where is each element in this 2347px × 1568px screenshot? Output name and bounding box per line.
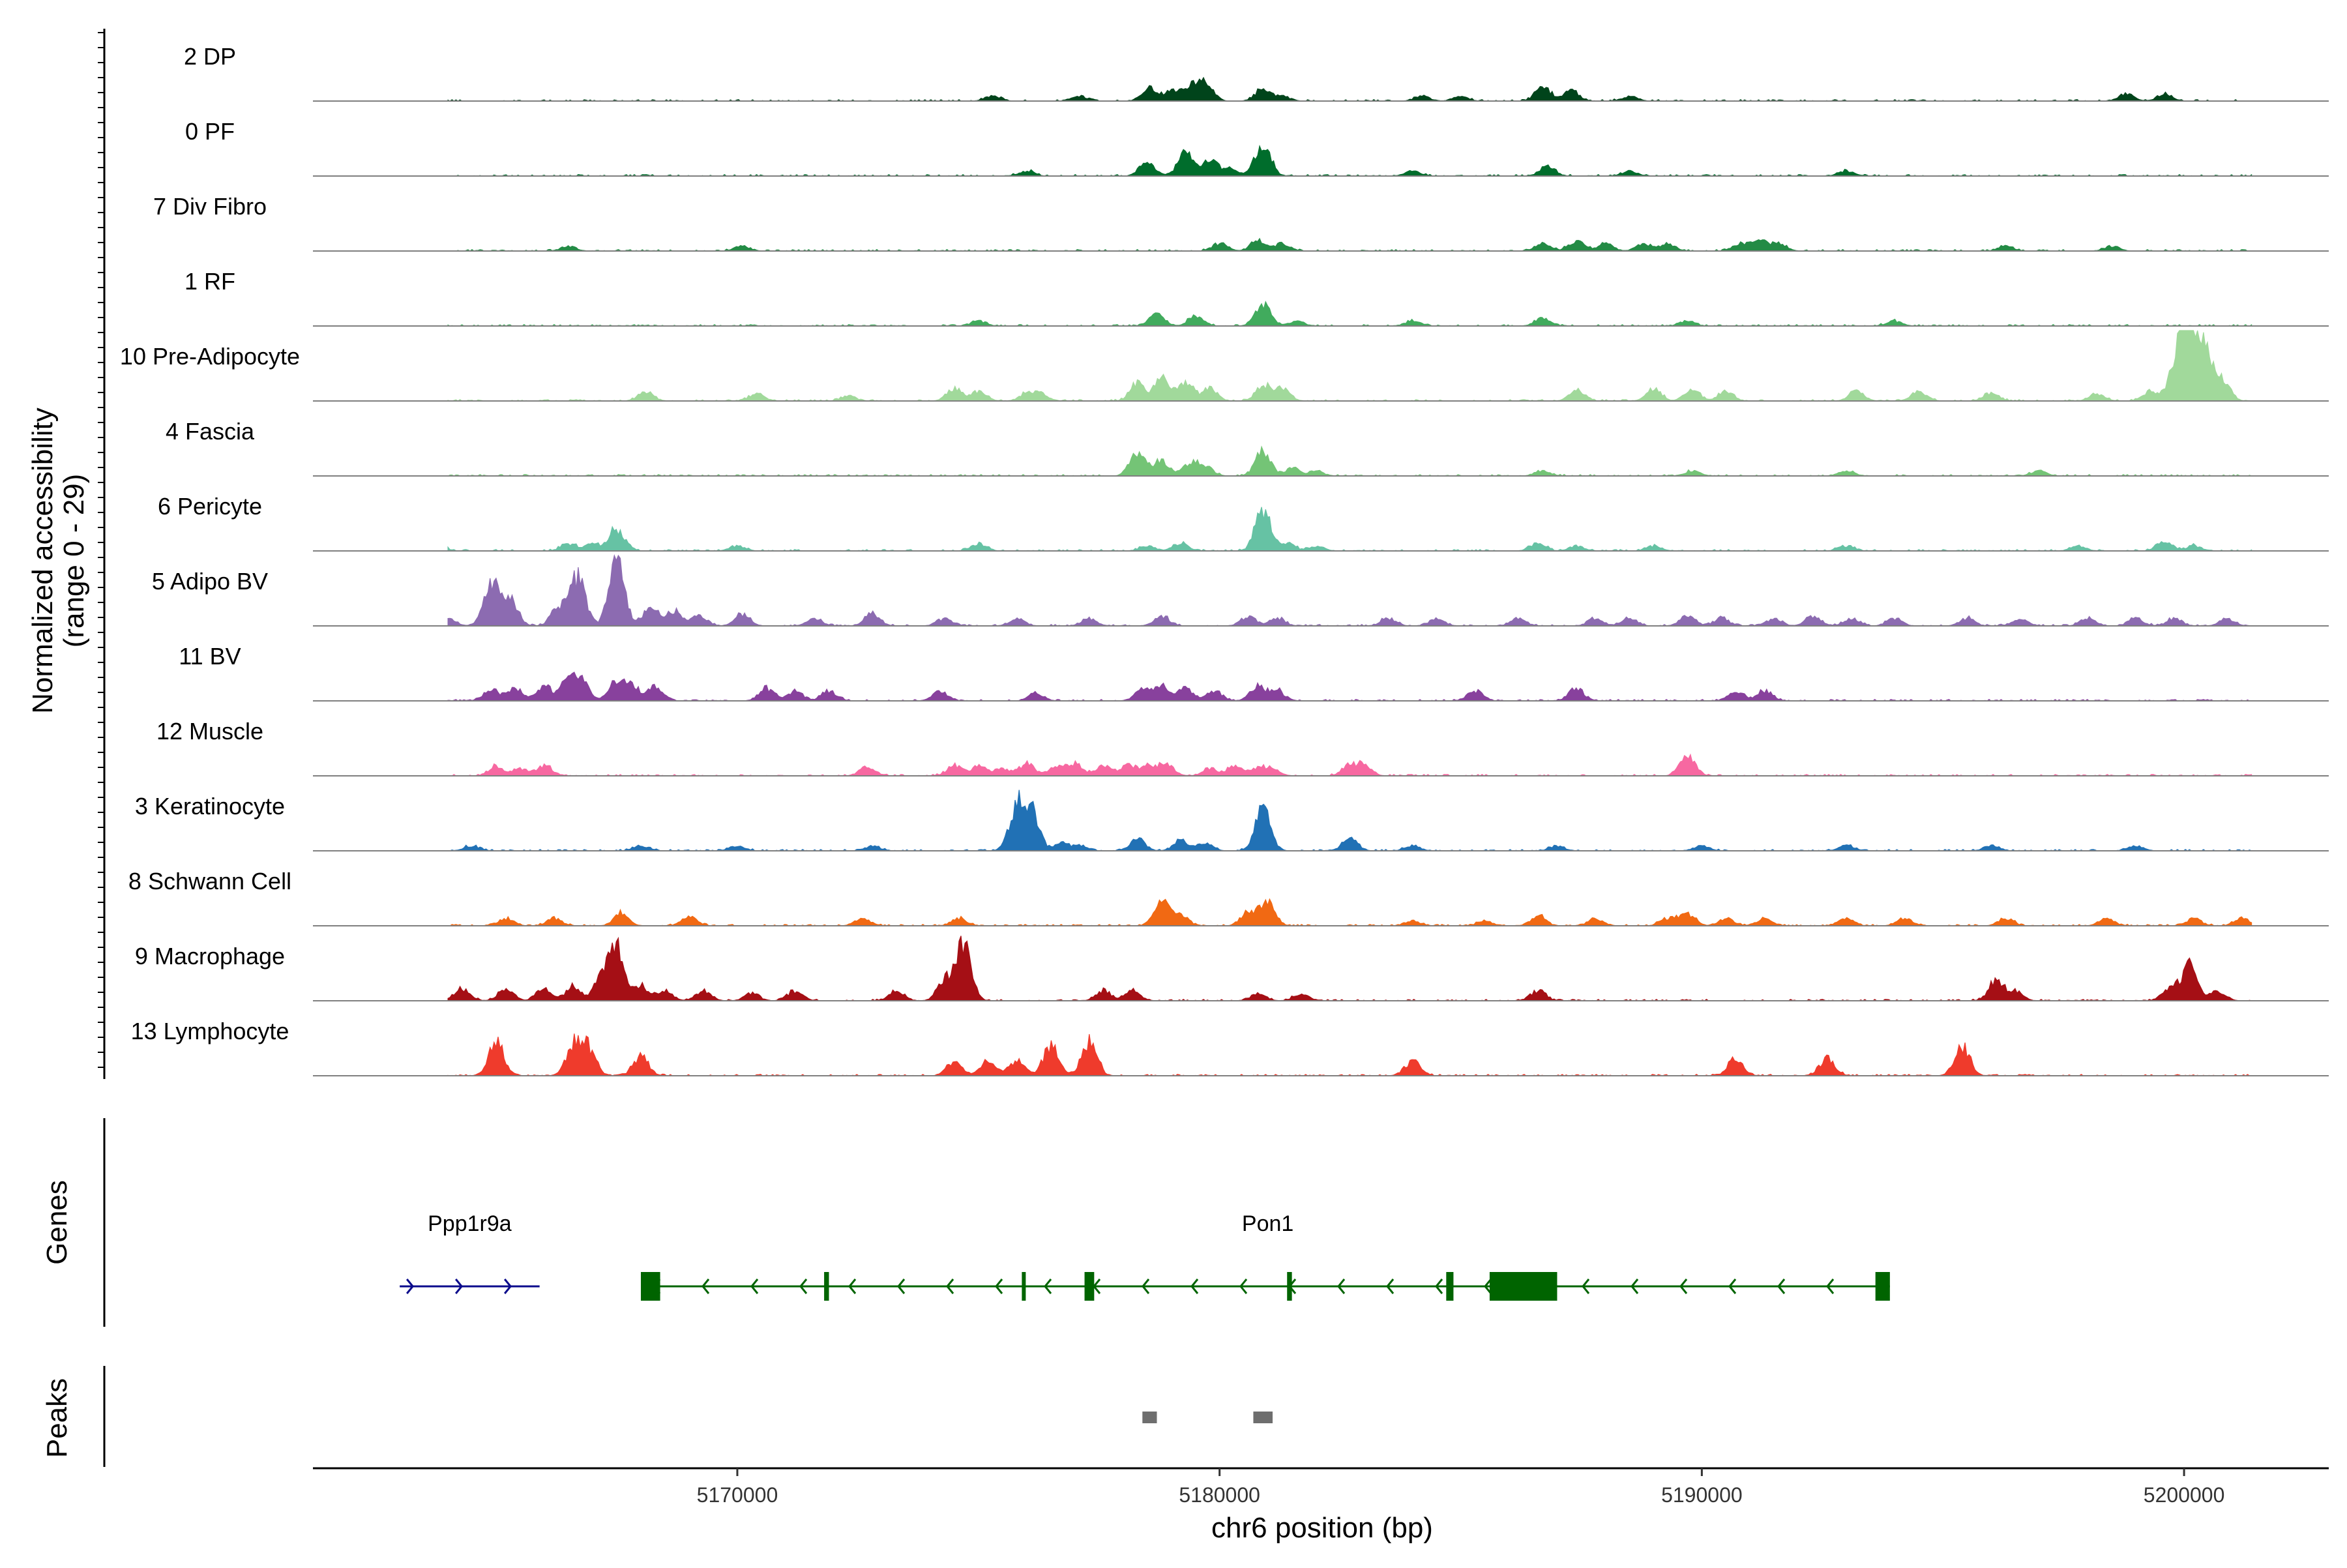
track-6: 4 Fascia — [166, 418, 2329, 477]
exon — [1022, 1272, 1026, 1301]
track-11: 3 Keratinocyte — [135, 790, 2329, 851]
track-4: 1 RF — [185, 268, 2329, 327]
peaks-panel-label: Peaks — [41, 1378, 73, 1458]
y-axis-title: Normalized accessibility — [27, 407, 59, 713]
strand-arrow — [848, 1279, 857, 1294]
exon — [824, 1272, 829, 1301]
peak-region — [1253, 1412, 1273, 1423]
peak-track — [1142, 1412, 1273, 1423]
track-label: 0 PF — [185, 118, 235, 145]
track-14: 13 Lymphocyte — [131, 1018, 2329, 1076]
x-tick-label: 5170000 — [697, 1483, 778, 1507]
track-label: 9 Macrophage — [135, 943, 285, 969]
track-label: 4 Fascia — [166, 418, 255, 445]
strand-arrow — [1386, 1279, 1395, 1294]
strand-arrow — [1777, 1279, 1786, 1294]
strand-arrow — [406, 1279, 415, 1294]
coverage-area — [448, 237, 2252, 252]
gene-label: Pon1 — [1242, 1211, 1293, 1236]
coverage-area — [447, 672, 2252, 702]
strand-arrow — [1631, 1279, 1639, 1294]
coverage-area — [447, 936, 2252, 1001]
coverage-area — [448, 753, 2252, 777]
coverage-area — [447, 76, 2252, 102]
strand-arrow — [1044, 1279, 1052, 1294]
strand-arrow — [1239, 1279, 1248, 1294]
track-label: 10 Pre-Adipocyte — [120, 343, 300, 370]
x-tick-label: 5180000 — [1179, 1483, 1260, 1507]
track-13: 9 Macrophage — [135, 936, 2329, 1001]
strand-arrow — [1484, 1279, 1492, 1294]
strand-arrow — [799, 1279, 808, 1294]
exon — [1287, 1272, 1292, 1301]
coverage-tracks: 2 DP 0 PF 7 Div Fibro 1 RF 10 Pre-Adipocyte 4… — [120, 43, 2329, 1076]
coverage-area — [447, 1033, 2252, 1076]
track-12: 8 Schwann Cell — [128, 868, 2329, 926]
coverage-area — [448, 145, 2252, 177]
track-9: 11 BV — [179, 643, 2329, 702]
track-label: 11 BV — [179, 643, 241, 670]
strand-arrow — [1582, 1279, 1590, 1294]
track-label: 8 Schwann Cell — [128, 868, 291, 895]
strand-arrow — [701, 1279, 710, 1294]
exon — [641, 1272, 660, 1301]
strand-arrow — [454, 1279, 464, 1294]
track-2: 0 PF — [185, 118, 2329, 177]
exon — [1446, 1272, 1454, 1301]
x-tick-label: 5200000 — [2144, 1483, 2225, 1507]
track-label: 2 DP — [184, 43, 236, 70]
coverage-area — [448, 790, 2252, 851]
strand-arrow — [946, 1279, 954, 1294]
track-label: 7 Div Fibro — [153, 193, 267, 220]
track-label: 13 Lymphocyte — [131, 1018, 289, 1044]
exon — [1084, 1272, 1095, 1301]
strand-arrow — [1679, 1279, 1688, 1294]
strand-arrow — [1728, 1279, 1737, 1294]
peak-region — [1142, 1412, 1157, 1423]
coverage-area — [447, 330, 2252, 402]
coverage-area — [447, 301, 2252, 327]
strand-arrow — [897, 1279, 906, 1294]
strand-arrow — [750, 1279, 759, 1294]
exon — [1489, 1272, 1557, 1301]
track-7: 6 Pericyte — [158, 493, 2329, 552]
exon — [1875, 1272, 1890, 1301]
strand-arrow — [503, 1279, 512, 1294]
coverage-area — [447, 507, 2252, 552]
axes: 5170000 5180000 5190000 5200000 — [98, 29, 2329, 1507]
strand-arrow — [1435, 1279, 1443, 1294]
track-label: 1 RF — [185, 268, 235, 295]
y-axis-subtitle: (range 0 - 29) — [58, 474, 90, 648]
track-8: 5 Adipo BV — [152, 554, 2329, 627]
strand-arrow — [1190, 1279, 1199, 1294]
x-tick-label: 5190000 — [1661, 1483, 1743, 1507]
track-label: 3 Keratinocyte — [135, 793, 285, 820]
track-label: 5 Adipo BV — [152, 568, 268, 595]
genes-panel-label: Genes — [41, 1180, 73, 1265]
track-3: 7 Div Fibro — [153, 193, 2329, 252]
gene-track: Ppp1r9a Pon1 — [400, 1211, 1890, 1301]
gene-ppp1r9a: Ppp1r9a — [400, 1211, 540, 1294]
coverage-area — [447, 554, 2252, 627]
track-label: 12 Muscle — [156, 718, 263, 745]
track-1: 2 DP — [184, 43, 2329, 102]
gene-label: Ppp1r9a — [428, 1211, 512, 1236]
strand-arrow — [1826, 1279, 1835, 1294]
track-label: 6 Pericyte — [158, 493, 262, 520]
track-5: 10 Pre-Adipocyte — [120, 330, 2329, 402]
strand-arrow — [995, 1279, 1003, 1294]
coverage-area — [448, 898, 2252, 926]
strand-arrow — [1337, 1279, 1346, 1294]
gene-pon1: Pon1 — [641, 1211, 1890, 1301]
strand-arrow — [1142, 1279, 1150, 1294]
x-axis-title: chr6 position (bp) — [1211, 1512, 1433, 1544]
coverage-area — [447, 445, 2252, 477]
track-10: 12 Muscle — [156, 718, 2329, 777]
